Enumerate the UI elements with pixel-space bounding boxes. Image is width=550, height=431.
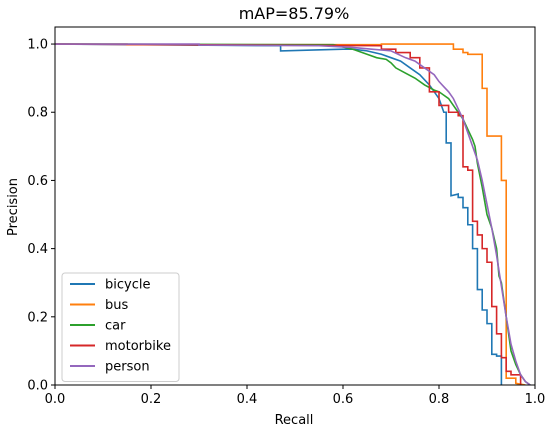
y-tick-label: 0.4 (27, 242, 48, 257)
y-tick-label: 1.0 (27, 38, 48, 53)
legend-label-bus: bus (105, 298, 128, 313)
legend-label-motorbike: motorbike (105, 339, 171, 354)
x-tick-label: 0.4 (237, 392, 258, 407)
x-axis: 0.0 0.2 0.4 0.6 0.8 1.0 (45, 385, 546, 407)
legend-box (61, 272, 180, 382)
x-tick-label: 0.2 (141, 392, 162, 407)
legend: bicycle bus car motorbike person (61, 272, 180, 382)
series-line-person (55, 43, 531, 385)
series-line-bicycle (55, 43, 503, 385)
legend-label-car: car (105, 319, 126, 334)
y-axis-label: Precision (6, 178, 21, 236)
plot-frame (54, 26, 536, 386)
y-axis: 0.0 0.2 0.4 0.6 0.8 1.0 (27, 38, 55, 394)
series-line-bus (55, 43, 526, 385)
y-tick-label: 0.2 (27, 310, 48, 325)
series-layer (55, 43, 531, 385)
x-tick-label: 0.0 (45, 392, 66, 407)
x-tick-label: 1.0 (525, 392, 546, 407)
x-axis-label: Recall (275, 413, 314, 428)
x-tick-label: 0.6 (333, 392, 354, 407)
y-tick-label: 0.6 (27, 174, 48, 189)
legend-label-bicycle: bicycle (105, 278, 150, 293)
y-tick-label: 0.8 (27, 106, 48, 121)
legend-label-person: person (105, 360, 150, 375)
chart-title: mAP=85.79% (239, 4, 350, 23)
y-tick-label: 0.0 (27, 379, 48, 394)
series-line-motorbike (55, 43, 522, 385)
x-tick-label: 0.8 (429, 392, 450, 407)
